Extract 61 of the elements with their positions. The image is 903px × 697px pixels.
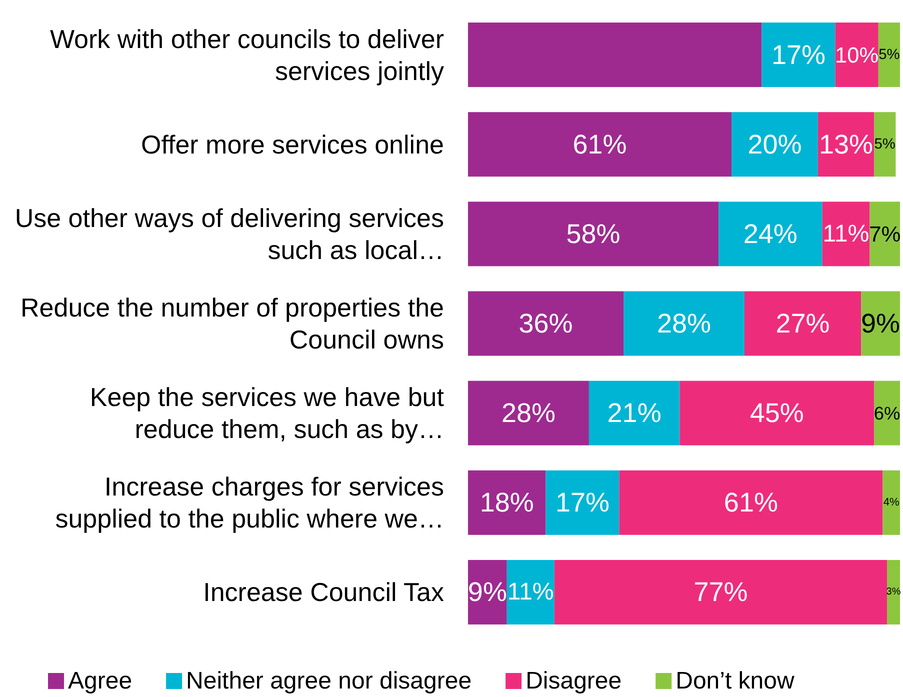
data-label: 28%: [501, 398, 556, 428]
data-label: 5%: [874, 136, 896, 152]
data-label: 61%: [724, 488, 778, 518]
bar: [874, 380, 900, 446]
data-label: 28%: [656, 308, 712, 338]
data-label: 61%: [572, 129, 627, 160]
y-tick-label: Use other ways of delivering services such as local…: [14, 202, 444, 265]
y-tick-label: Increase Council Tax: [203, 577, 444, 608]
y-tick-label: Reduce the number of properties the Council owns: [20, 292, 444, 354]
data-label: 36%: [518, 308, 573, 338]
data-label: 27%: [776, 308, 830, 338]
data-label: 20%: [748, 129, 802, 160]
data-label: 11%: [822, 220, 870, 248]
bar: [882, 470, 900, 535]
bar: [468, 380, 589, 446]
bar: [718, 202, 822, 266]
bar: [546, 470, 620, 535]
bar: [468, 112, 732, 177]
data-label: 77%: [694, 577, 748, 608]
bar: [468, 202, 719, 266]
y-tick-label: Work with other councils to deliver services jointly: [50, 24, 444, 86]
legend-label: Neither agree nor disagree: [186, 668, 472, 694]
data-label: 24%: [743, 218, 798, 249]
legend-label: Agree: [68, 668, 132, 694]
bar: [468, 22, 762, 88]
bar: [835, 22, 878, 88]
bar: [732, 112, 818, 177]
data-label: 18%: [480, 488, 534, 518]
data-label: 17%: [555, 488, 610, 518]
bar: [874, 112, 896, 177]
bar: [870, 202, 900, 266]
bar: [468, 291, 624, 356]
bar: [619, 470, 883, 535]
legend-label: Don’t know: [676, 668, 795, 694]
y-tick-label: Increase charges for services supplied to the public where we…: [55, 472, 444, 534]
bar: [468, 470, 546, 535]
data-label: 45%: [750, 398, 804, 428]
legend-label: Disagree: [526, 668, 622, 694]
data-label: 13%: [818, 129, 874, 160]
data-label: 5%: [878, 46, 900, 63]
data-label: 4%: [883, 496, 900, 509]
bar: [554, 560, 888, 624]
data-label: 6%: [874, 402, 900, 424]
data-label: 10%: [835, 42, 879, 68]
data-label: 9%: [468, 577, 507, 608]
bar: [744, 291, 862, 356]
bar: [762, 22, 836, 88]
data-label: 9%: [861, 308, 900, 338]
data-label: 17%: [771, 40, 826, 70]
y-tick-label: Keep the services we have but reduce them, such as by…: [90, 382, 445, 444]
data-label: 7%: [869, 221, 901, 246]
y-tick-label: Offer more services online: [141, 129, 444, 160]
bar: [878, 22, 900, 88]
bar: [624, 291, 744, 356]
data-label: 11%: [507, 578, 554, 606]
data-label: 58%: [566, 218, 620, 249]
bar: [506, 560, 554, 624]
bar: [680, 380, 874, 446]
bar: [822, 202, 870, 266]
data-label: 21%: [607, 398, 662, 428]
bar: [588, 380, 680, 446]
